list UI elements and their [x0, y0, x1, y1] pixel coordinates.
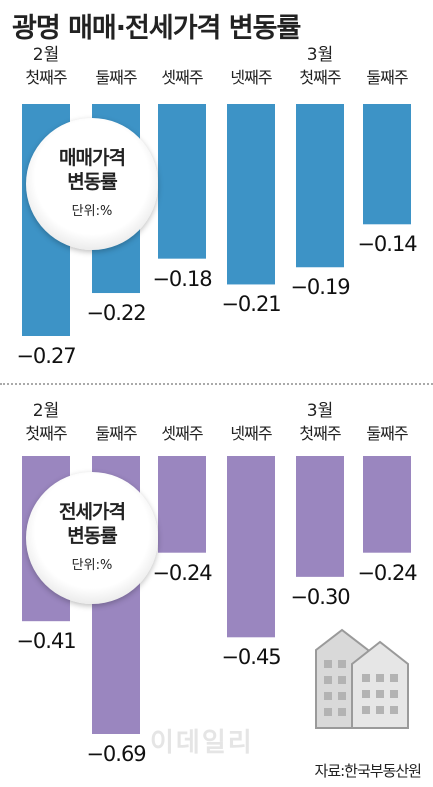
jeonse-value-label: −0.24	[152, 560, 212, 585]
sale-week-label: 셋째주	[161, 68, 203, 87]
sale-badge: 매매가격 변동률 단위:%	[26, 118, 158, 250]
sale-badge-title-2: 변동률	[67, 171, 117, 193]
jeonse-value-label: −0.24	[357, 560, 417, 585]
sale-bar	[227, 104, 275, 285]
chart-title: 광명 매매·전세가격 변동률	[12, 13, 301, 44]
jeonse-week-label: 셋째주	[161, 424, 203, 443]
jeonse-bar	[363, 456, 411, 553]
jeonse-badge: 전세가격 변동률 단위:%	[26, 472, 158, 604]
sale-unit-label: 단위:%	[71, 204, 113, 219]
jeonse-unit-label: 단위:%	[71, 558, 113, 573]
jeonse-value-label: −0.69	[86, 742, 146, 766]
jeonse-week-label: 둘째주	[366, 424, 408, 443]
jeonse-week-label: 둘째주	[95, 424, 137, 443]
section-divider	[0, 383, 433, 385]
sale-week-label: 둘째주	[366, 68, 408, 87]
jeonse-month-label: 2월	[32, 401, 60, 421]
jeonse-week-label: 첫째주	[299, 424, 341, 443]
sale-value-label: −0.21	[221, 292, 281, 317]
jeonse-month-label: 3월	[306, 401, 334, 421]
sale-bar	[296, 104, 344, 268]
sale-week-label: 첫째주	[25, 68, 67, 87]
jeonse-badge-title-1: 전세가격	[59, 501, 126, 523]
source-note: 자료:한국부동산원	[314, 762, 422, 780]
jeonse-value-label: −0.41	[16, 629, 76, 654]
sale-value-label: −0.27	[16, 344, 76, 368]
sale-value-label: −0.14	[357, 232, 417, 257]
jeonse-value-label: −0.45	[221, 645, 281, 670]
jeonse-badge-title-2: 변동률	[67, 525, 117, 547]
jeonse-value-label: −0.30	[290, 584, 350, 609]
jeonse-bar	[227, 456, 275, 638]
sale-badge-title-1: 매매가격	[59, 147, 126, 169]
jeonse-week-label: 넷째주	[230, 424, 272, 443]
sale-value-label: −0.22	[86, 301, 146, 326]
sale-week-label: 넷째주	[230, 68, 272, 87]
sale-bar	[158, 104, 206, 259]
sale-week-label: 첫째주	[299, 68, 341, 87]
sale-month-label: 2월	[32, 45, 60, 65]
apartment-building-icon	[315, 628, 409, 729]
sale-bar	[363, 104, 411, 225]
sale-value-label: −0.18	[152, 266, 212, 291]
sale-value-label: −0.19	[290, 275, 350, 300]
jeonse-week-label: 첫째주	[25, 424, 67, 443]
sale-week-label: 둘째주	[95, 68, 137, 87]
sale-month-label: 3월	[306, 45, 334, 65]
watermark: 이데일리	[150, 728, 254, 758]
jeonse-bar	[296, 456, 344, 577]
jeonse-bar	[158, 456, 206, 553]
